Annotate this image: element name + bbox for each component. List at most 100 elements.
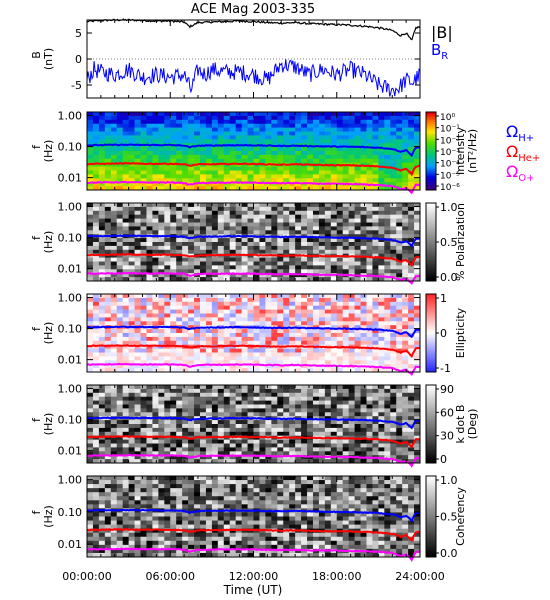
- heatmap-cell: [312, 174, 320, 179]
- heatmap-cell: [241, 170, 248, 175]
- heatmap-cell: [217, 404, 225, 409]
- heatmap-cell: [414, 459, 421, 464]
- heatmap-cell: [229, 388, 237, 394]
- heatmap-cell: [170, 127, 177, 132]
- heatmap-cell: [158, 348, 165, 353]
- heatmap-cell: [247, 182, 254, 187]
- heatmap-cell: [128, 178, 135, 183]
- heatmap-cell: [182, 238, 189, 243]
- heatmap-cell: [92, 210, 100, 216]
- heatmap-cell: [211, 459, 219, 464]
- heatmap-cell: [283, 404, 290, 409]
- colorbar-step: [426, 352, 436, 355]
- heatmap-cell: [205, 131, 213, 136]
- heatmap-cell: [265, 294, 272, 299]
- heatmap-cell: [140, 174, 147, 179]
- heatmap-cell: [176, 451, 183, 456]
- heatmap-cell: [223, 427, 231, 433]
- heatmap-cell: [241, 174, 248, 179]
- heatmap-cell: [98, 459, 106, 464]
- heatmap-cell: [194, 214, 201, 219]
- heatmap-cell: [342, 143, 350, 148]
- heatmap-cell: [307, 301, 314, 307]
- heatmap-cell: [235, 443, 243, 448]
- heatmap-cell: [146, 427, 153, 433]
- heatmap-cell: [318, 431, 326, 437]
- heatmap-cell: [146, 420, 153, 425]
- heatmap-cell: [259, 112, 266, 117]
- heatmap-cell: [199, 447, 207, 452]
- heatmap-cell: [330, 340, 338, 346]
- heatmap-cell: [128, 412, 135, 417]
- heatmap-cell: [390, 368, 397, 373]
- heatmap-cell: [116, 352, 124, 357]
- heatmap-cell: [241, 151, 248, 156]
- heatmap-cell: [289, 261, 296, 266]
- heatmap-cell: [87, 427, 94, 433]
- heatmap-cell: [342, 408, 350, 413]
- heatmap-cell: [324, 297, 332, 303]
- heatmap-cell: [378, 261, 385, 266]
- heatmap-cell: [402, 447, 409, 452]
- heatmap-cell: [164, 170, 171, 175]
- heatmap-cell: [271, 214, 278, 219]
- heatmap-cell: [307, 218, 314, 223]
- heatmap-cell: [170, 154, 177, 160]
- heatmap-cell: [277, 249, 284, 255]
- heatmap-cell: [158, 269, 165, 274]
- heatmap-cell: [271, 356, 278, 361]
- heatmap-cell: [170, 273, 177, 278]
- heatmap-cell: [134, 257, 141, 262]
- heatmap-cell: [372, 321, 379, 326]
- heatmap-cell: [182, 257, 189, 262]
- heatmap-cell: [366, 336, 373, 342]
- heatmap-cell: [301, 206, 308, 212]
- heatmap-cell: [253, 297, 260, 303]
- heatmap-cell: [235, 396, 243, 401]
- heatmap-cell: [98, 131, 106, 136]
- heatmap-cell: [271, 226, 278, 231]
- heatmap-cell: [277, 388, 284, 394]
- heatmap-cell: [336, 214, 344, 219]
- heatmap-cell: [253, 238, 260, 243]
- heatmap-cell: [134, 294, 141, 299]
- heatmap-cell: [318, 385, 326, 390]
- heatmap-cell: [312, 139, 320, 144]
- heatmap-cell: [194, 170, 201, 175]
- heatmap-cell: [182, 158, 189, 164]
- heatmap-cell: [188, 123, 195, 128]
- heatmap-cell: [104, 388, 112, 394]
- heatmap-cell: [265, 112, 272, 117]
- heatmap-cell: [277, 340, 284, 346]
- heatmap-cell: [265, 269, 272, 274]
- heatmap-cell: [87, 317, 94, 322]
- colorbar-step: [426, 422, 436, 425]
- heatmap-cell: [229, 112, 237, 117]
- heatmap-cell: [354, 340, 361, 346]
- heatmap-cell: [295, 396, 302, 401]
- heatmap-cell: [348, 400, 355, 405]
- heatmap-cell: [229, 166, 237, 171]
- heatmap-cell: [283, 123, 290, 128]
- heatmap-cell: [408, 218, 415, 223]
- heatmap-cell: [98, 166, 106, 171]
- heatmap-cell: [140, 158, 147, 164]
- heatmap-cell: [229, 404, 237, 409]
- heatmap-cell: [259, 400, 266, 405]
- heatmap-cell: [307, 404, 314, 409]
- heatmap-cell: [277, 352, 284, 357]
- heatmap-cell: [247, 277, 254, 282]
- heatmap-cell: [289, 218, 296, 223]
- heatmap-cell: [360, 131, 367, 136]
- heatmap-cell: [247, 119, 254, 125]
- heatmap-cell: [87, 336, 94, 342]
- heatmap-cell: [342, 392, 350, 398]
- heatmap-cell: [205, 222, 213, 227]
- colorbar-tick-label: 10⁻³: [440, 148, 460, 158]
- heatmap-cell: [372, 154, 379, 160]
- heatmap-cell: [110, 459, 118, 464]
- heatmap-cell: [110, 249, 118, 255]
- colorbar-step: [426, 147, 436, 150]
- heatmap-cell: [241, 127, 248, 132]
- heatmap-cell: [396, 269, 403, 274]
